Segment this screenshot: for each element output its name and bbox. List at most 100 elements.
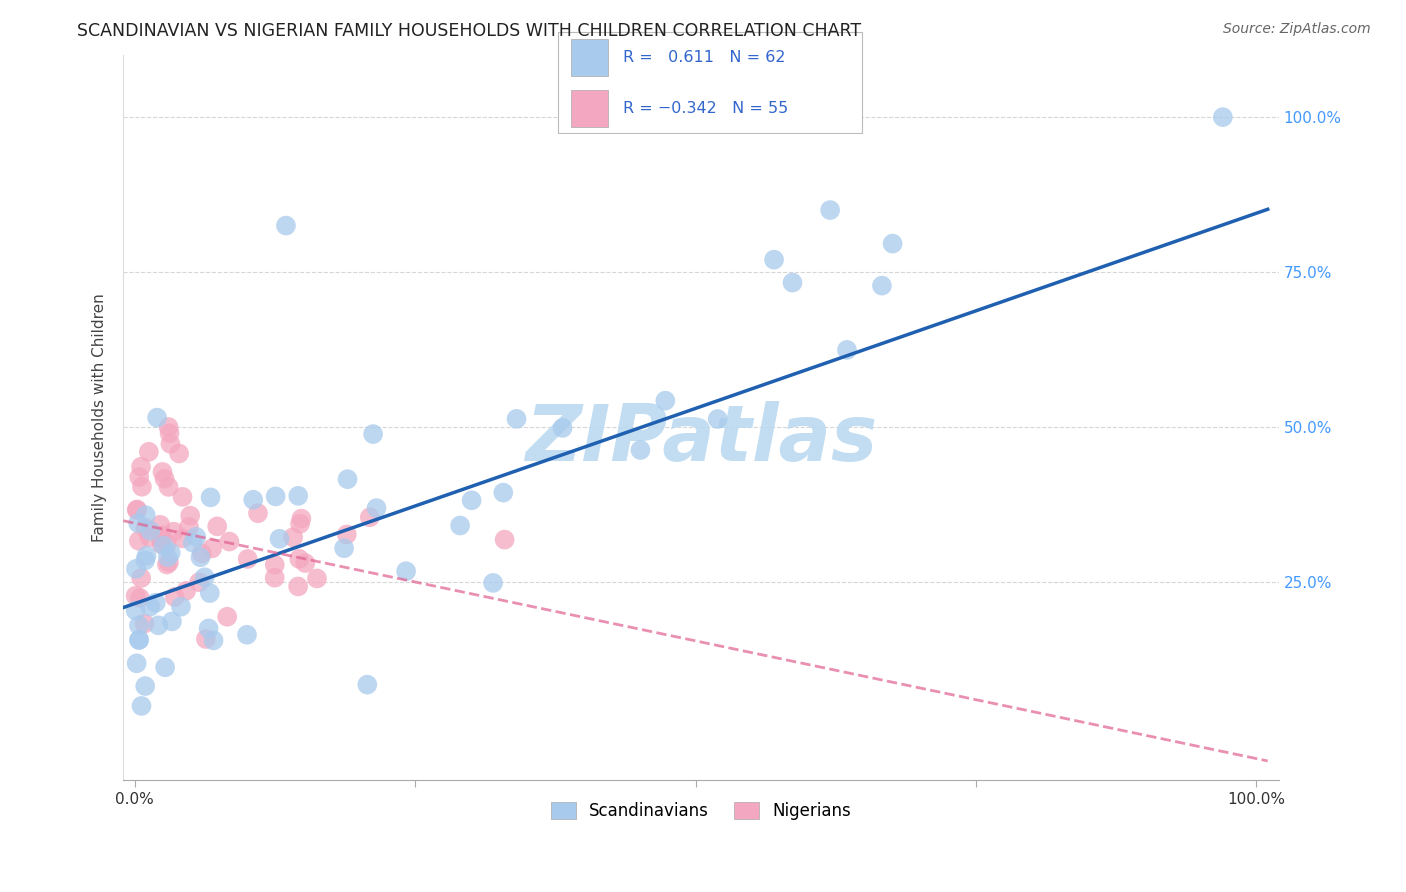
Scandinavians: [269, 532, 291, 546]
Nigerians: [305, 571, 328, 585]
Nigerians: [131, 480, 153, 494]
Scandinavians: [125, 562, 148, 576]
Nigerians: [138, 445, 160, 459]
Bar: [571, 39, 607, 77]
Nigerians: [283, 530, 305, 544]
Y-axis label: Family Households with Children: Family Households with Children: [93, 293, 107, 542]
Nigerians: [152, 465, 174, 479]
Nigerians: [217, 609, 239, 624]
Scandinavians: [139, 599, 162, 614]
Scandinavians: [160, 615, 183, 629]
Scandinavians: [336, 472, 359, 486]
FancyBboxPatch shape: [558, 32, 862, 133]
Text: R = −0.342   N = 55: R = −0.342 N = 55: [623, 101, 789, 116]
Scandinavians: [190, 550, 212, 565]
Nigerians: [124, 589, 146, 603]
Scandinavians: [128, 632, 150, 647]
Nigerians: [157, 420, 180, 434]
Scandinavians: [145, 596, 167, 610]
Scandinavians: [124, 603, 146, 617]
Nigerians: [288, 516, 311, 531]
Scandinavians: [630, 442, 652, 457]
Nigerians: [336, 527, 359, 541]
Nigerians: [172, 490, 194, 504]
Nigerians: [129, 459, 152, 474]
Nigerians: [149, 517, 172, 532]
Nigerians: [125, 502, 148, 516]
Scandinavians: [181, 535, 204, 549]
Scandinavians: [200, 491, 222, 505]
Scandinavians: [551, 421, 574, 435]
Nigerians: [157, 556, 180, 570]
Scandinavians: [236, 628, 259, 642]
Scandinavians: [366, 501, 388, 516]
Scandinavians: [146, 410, 169, 425]
Nigerians: [263, 571, 285, 585]
Scandinavians: [170, 599, 193, 614]
Nigerians: [159, 437, 181, 451]
Nigerians: [128, 470, 150, 484]
Legend: Scandinavians, Nigerians: Scandinavians, Nigerians: [544, 795, 858, 826]
Nigerians: [174, 583, 197, 598]
Nigerians: [156, 558, 179, 572]
Scandinavians: [395, 564, 418, 578]
Nigerians: [159, 426, 181, 441]
Nigerians: [179, 508, 201, 523]
Scandinavians: [159, 546, 181, 560]
Nigerians: [129, 571, 152, 585]
Nigerians: [287, 579, 309, 593]
Scandinavians: [197, 622, 219, 636]
Scandinavians: [198, 586, 221, 600]
Scandinavians: [152, 539, 174, 553]
Scandinavians: [125, 657, 148, 671]
Scandinavians: [194, 570, 217, 584]
Nigerians: [163, 590, 186, 604]
Scandinavians: [505, 412, 527, 426]
Nigerians: [150, 537, 173, 551]
Nigerians: [236, 552, 259, 566]
Nigerians: [150, 528, 173, 542]
Scandinavians: [186, 530, 208, 544]
Scandinavians: [1212, 110, 1234, 124]
Scandinavians: [134, 679, 156, 693]
Text: R =   0.611   N = 62: R = 0.611 N = 62: [623, 50, 786, 65]
Scandinavians: [148, 618, 170, 632]
Text: SCANDINAVIAN VS NIGERIAN FAMILY HOUSEHOLDS WITH CHILDREN CORRELATION CHART: SCANDINAVIAN VS NIGERIAN FAMILY HOUSEHOL…: [77, 22, 862, 40]
Nigerians: [263, 558, 285, 572]
Scandinavians: [153, 660, 176, 674]
Scandinavians: [870, 278, 893, 293]
Nigerians: [294, 556, 316, 570]
Scandinavians: [333, 541, 356, 556]
Text: ZIPatlas: ZIPatlas: [524, 401, 877, 477]
Nigerians: [218, 534, 240, 549]
Scandinavians: [361, 427, 384, 442]
Scandinavians: [782, 276, 804, 290]
Bar: [571, 90, 607, 127]
Text: Source: ZipAtlas.com: Source: ZipAtlas.com: [1223, 22, 1371, 37]
Nigerians: [177, 520, 200, 534]
Nigerians: [494, 533, 516, 547]
Scandinavians: [264, 490, 287, 504]
Nigerians: [138, 530, 160, 544]
Scandinavians: [242, 492, 264, 507]
Nigerians: [290, 511, 312, 525]
Nigerians: [288, 552, 311, 566]
Scandinavians: [835, 343, 858, 357]
Scandinavians: [128, 632, 150, 647]
Nigerians: [125, 503, 148, 517]
Scandinavians: [492, 485, 515, 500]
Nigerians: [191, 546, 214, 560]
Scandinavians: [460, 493, 482, 508]
Scandinavians: [127, 516, 149, 530]
Nigerians: [134, 616, 156, 631]
Nigerians: [201, 541, 224, 556]
Nigerians: [156, 537, 179, 551]
Scandinavians: [763, 252, 786, 267]
Nigerians: [134, 521, 156, 535]
Scandinavians: [654, 393, 676, 408]
Scandinavians: [202, 633, 225, 648]
Scandinavians: [156, 550, 179, 565]
Scandinavians: [274, 219, 297, 233]
Scandinavians: [134, 553, 156, 567]
Scandinavians: [135, 508, 157, 523]
